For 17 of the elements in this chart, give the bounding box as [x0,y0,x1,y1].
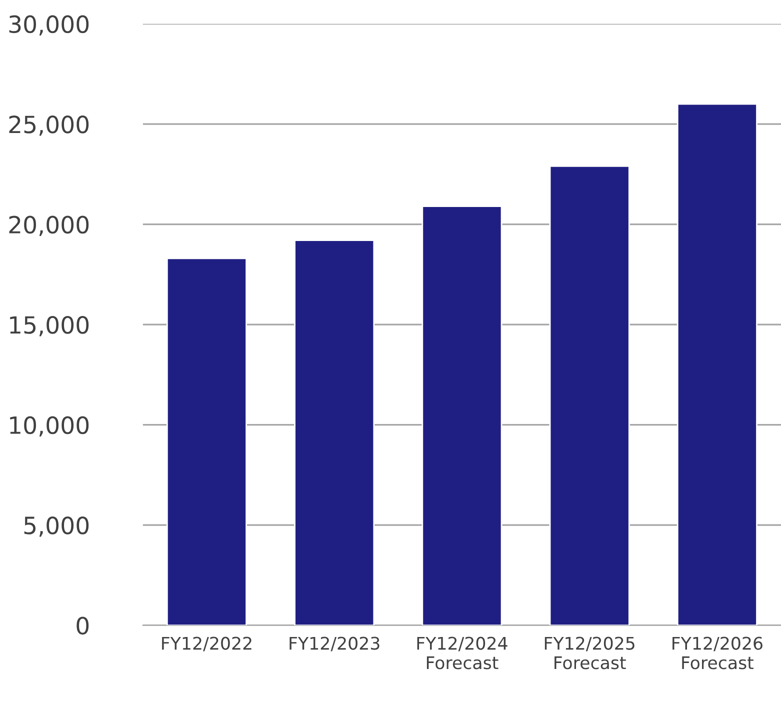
bar [294,240,375,626]
bar [422,206,502,626]
bar [166,258,247,626]
y-tick-label: 30,000 [9,15,89,36]
bar [676,103,758,626]
x-tick-label: FY12/2023 [290,636,380,652]
x-tick-label: FY12/2025 Forecast [544,636,634,670]
y-tick-label: 10,000 [10,416,89,437]
y-tick-label: 5,000 [24,516,89,537]
x-tick-label: FY12/2022 [162,636,252,652]
y-tick-label: 25,000 [9,116,89,136]
y-tick-label: 15,000 [10,316,89,336]
y-tick-label: 0 [76,616,89,635]
y-tick-label: 20,000 [9,216,89,236]
bar [549,165,630,626]
x-tick-label: FY12/2026 Forecast [672,636,762,670]
x-tick-label: FY12/2024 Forecast [417,636,508,670]
